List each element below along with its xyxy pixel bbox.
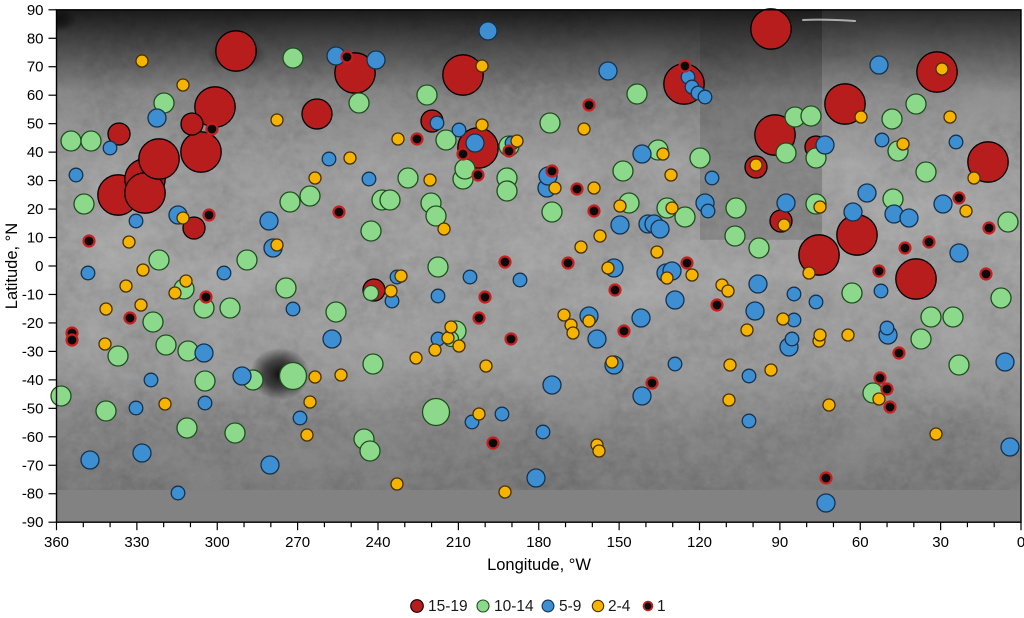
- svg-text:-90: -90: [22, 514, 44, 531]
- svg-text:330: 330: [124, 534, 149, 551]
- svg-text:40: 40: [27, 144, 44, 161]
- svg-text:-10: -10: [22, 286, 44, 303]
- svg-text:300: 300: [205, 534, 230, 551]
- svg-text:210: 210: [446, 534, 471, 551]
- svg-text:0: 0: [1017, 534, 1024, 551]
- svg-text:60: 60: [27, 87, 44, 104]
- svg-text:10-14: 10-14: [494, 598, 534, 613]
- svg-text:-70: -70: [22, 457, 44, 474]
- svg-text:10: 10: [27, 230, 44, 247]
- svg-text:90: 90: [772, 534, 789, 551]
- svg-text:270: 270: [285, 534, 310, 551]
- svg-text:Longitude, °W: Longitude, °W: [487, 556, 591, 574]
- svg-text:20: 20: [27, 201, 44, 218]
- svg-text:120: 120: [687, 534, 712, 551]
- svg-text:-80: -80: [22, 486, 44, 503]
- svg-text:60: 60: [852, 534, 869, 551]
- svg-text:90: 90: [27, 2, 44, 19]
- svg-text:180: 180: [526, 534, 551, 551]
- svg-text:50: 50: [27, 116, 44, 133]
- svg-text:70: 70: [27, 59, 44, 76]
- svg-text:Latitude, °N: Latitude, °N: [3, 223, 21, 309]
- svg-text:150: 150: [607, 534, 632, 551]
- svg-text:80: 80: [27, 30, 44, 47]
- svg-text:-50: -50: [22, 400, 44, 417]
- svg-text:-60: -60: [22, 429, 44, 446]
- svg-text:360: 360: [44, 534, 69, 551]
- svg-text:1: 1: [657, 598, 666, 613]
- svg-text:-30: -30: [22, 343, 44, 360]
- svg-text:5-9: 5-9: [559, 598, 581, 613]
- svg-text:0: 0: [35, 258, 43, 275]
- svg-text:-40: -40: [22, 372, 44, 389]
- svg-text:2-4: 2-4: [608, 598, 631, 613]
- svg-text:15-19: 15-19: [428, 598, 468, 613]
- svg-text:30: 30: [932, 534, 949, 551]
- svg-text:240: 240: [365, 534, 390, 551]
- svg-text:30: 30: [27, 173, 44, 190]
- svg-text:-20: -20: [22, 315, 44, 332]
